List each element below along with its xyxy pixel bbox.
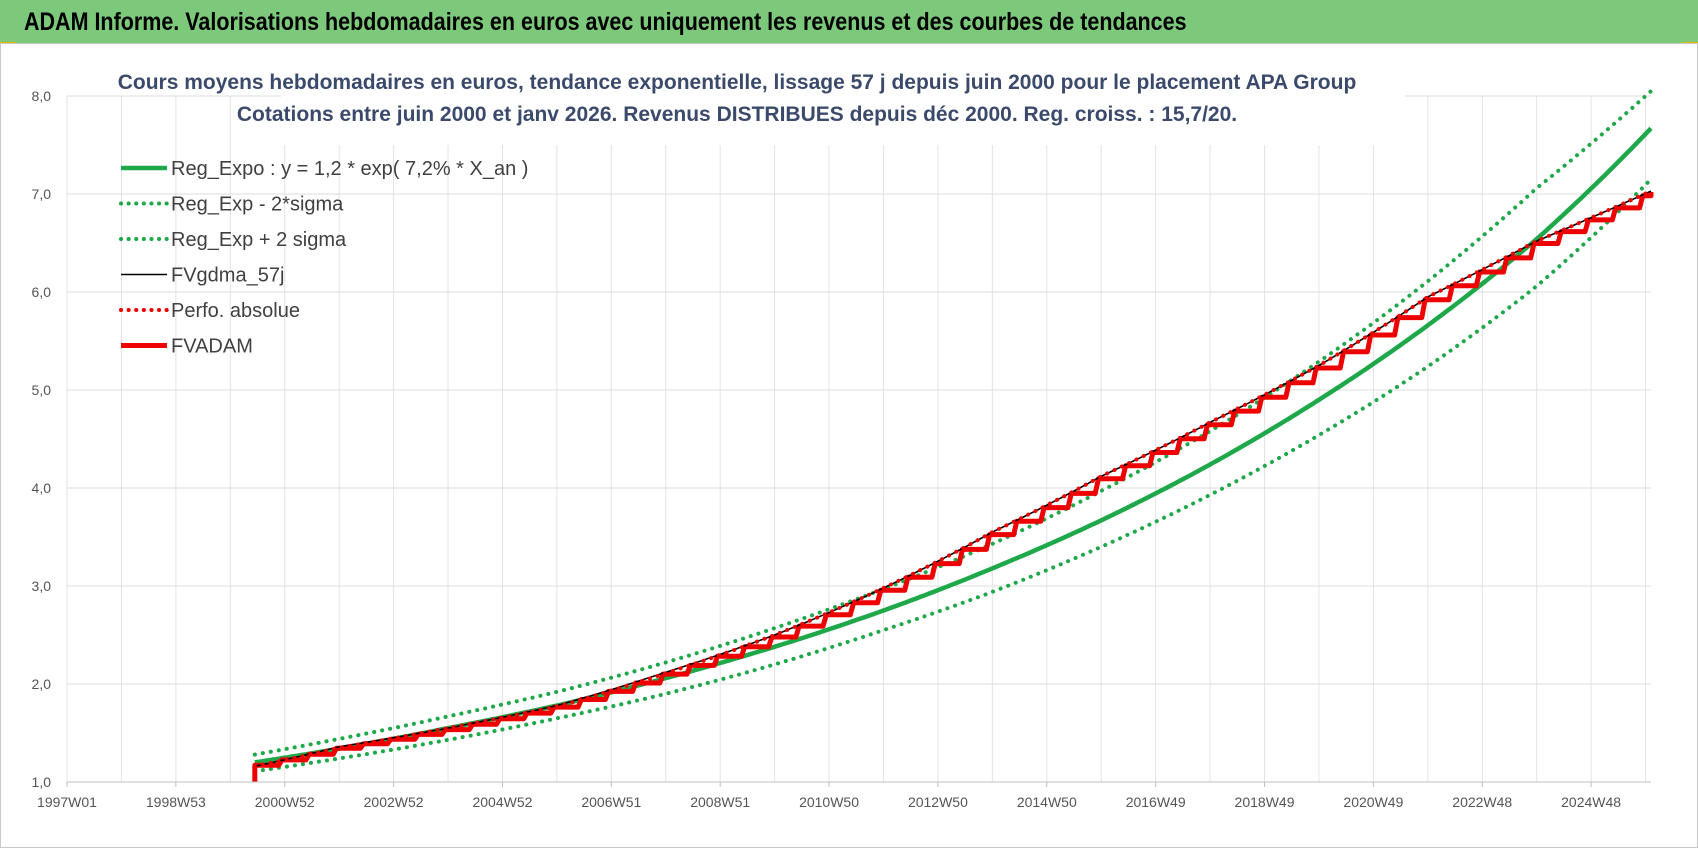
- y-tick-label: 3,0: [32, 578, 52, 594]
- y-tick-label: 5,0: [32, 382, 52, 398]
- y-tick-label: 7,0: [32, 186, 52, 202]
- legend-label-fvadam: FVADAM: [171, 336, 253, 358]
- series-line-fvadam: [252, 192, 1654, 782]
- y-tick-label: 8,0: [32, 88, 52, 104]
- series-line-perfo-absolue: [252, 189, 1653, 769]
- x-tick-label: 2010W50: [799, 794, 859, 810]
- y-tick-label: 2,0: [32, 676, 52, 692]
- y-tick-label: 4,0: [32, 480, 52, 496]
- x-tick-label: 2024W48: [1561, 794, 1621, 810]
- x-tick-label: 2020W49: [1343, 794, 1403, 810]
- report-title: ADAM Informe. Valorisations hebdomadaire…: [24, 8, 1187, 36]
- legend-label-perfo-absolue: Perfo. absolue: [171, 300, 300, 322]
- legend-label-reg-exp-2-sigma: Reg_Exp - 2*sigma: [171, 194, 344, 216]
- axes: 1,0 2,0 3,0 4,0 5,0 6,0 7,0 8,0 1997W01 1998W53 20…: [32, 88, 1651, 810]
- x-tick-label: 2016W49: [1126, 794, 1186, 810]
- legend-label-reg-expo-y-1-2-exp-7-2-x-an: Reg_Expo : y = 1,2 * exp( 7,2% * X_an ): [171, 158, 528, 180]
- chart-svg: Cours moyens hebdomadaires en euros, ten…: [32, 67, 1654, 810]
- legend: Reg_Expo : y = 1,2 * exp( 7,2% * X_an ) R…: [119, 158, 528, 358]
- x-tick-label: 1997W01: [37, 794, 97, 810]
- series-layer: [252, 89, 1654, 782]
- x-tick-label: 2006W51: [581, 794, 641, 810]
- x-tick-label: 2022W48: [1452, 794, 1512, 810]
- chart-title: Cours moyens hebdomadaires en euros, ten…: [118, 71, 1357, 94]
- series-line-reg-expo-y-1-2-exp-7-2-x-an: [254, 126, 1653, 765]
- title-backdrop: [281, 67, 1405, 145]
- x-tick-label: 2018W49: [1235, 794, 1295, 810]
- series-line-reg-exp-2-sigma: [252, 177, 1653, 774]
- legend-label-fvgdma-57j: FVgdma_57j: [171, 265, 284, 287]
- series-line-fvgdma-57j: [254, 190, 1652, 768]
- series-line-reg-exp-2-sigma: [252, 89, 1653, 757]
- x-tick-label: 1998W53: [146, 794, 206, 810]
- legend-label-reg-exp-2-sigma: Reg_Exp + 2 sigma: [171, 229, 347, 251]
- x-tick-label: 2014W50: [1017, 794, 1077, 810]
- x-tick-label: 2008W51: [690, 794, 750, 810]
- chart-subtitle: Cotations entre juin 2000 et janv 2026. …: [237, 103, 1237, 126]
- chart-frame: Cours moyens hebdomadaires en euros, ten…: [0, 43, 1698, 848]
- x-tick-label: 2004W52: [472, 794, 532, 810]
- y-tick-label: 6,0: [32, 284, 52, 300]
- report-header: ADAM Informe. Valorisations hebdomadaire…: [0, 0, 1698, 44]
- x-tick-label: 2002W52: [364, 794, 424, 810]
- x-tick-label: 2000W52: [255, 794, 315, 810]
- x-tick-label: 2012W50: [908, 794, 968, 810]
- y-tick-label: 1,0: [32, 774, 52, 790]
